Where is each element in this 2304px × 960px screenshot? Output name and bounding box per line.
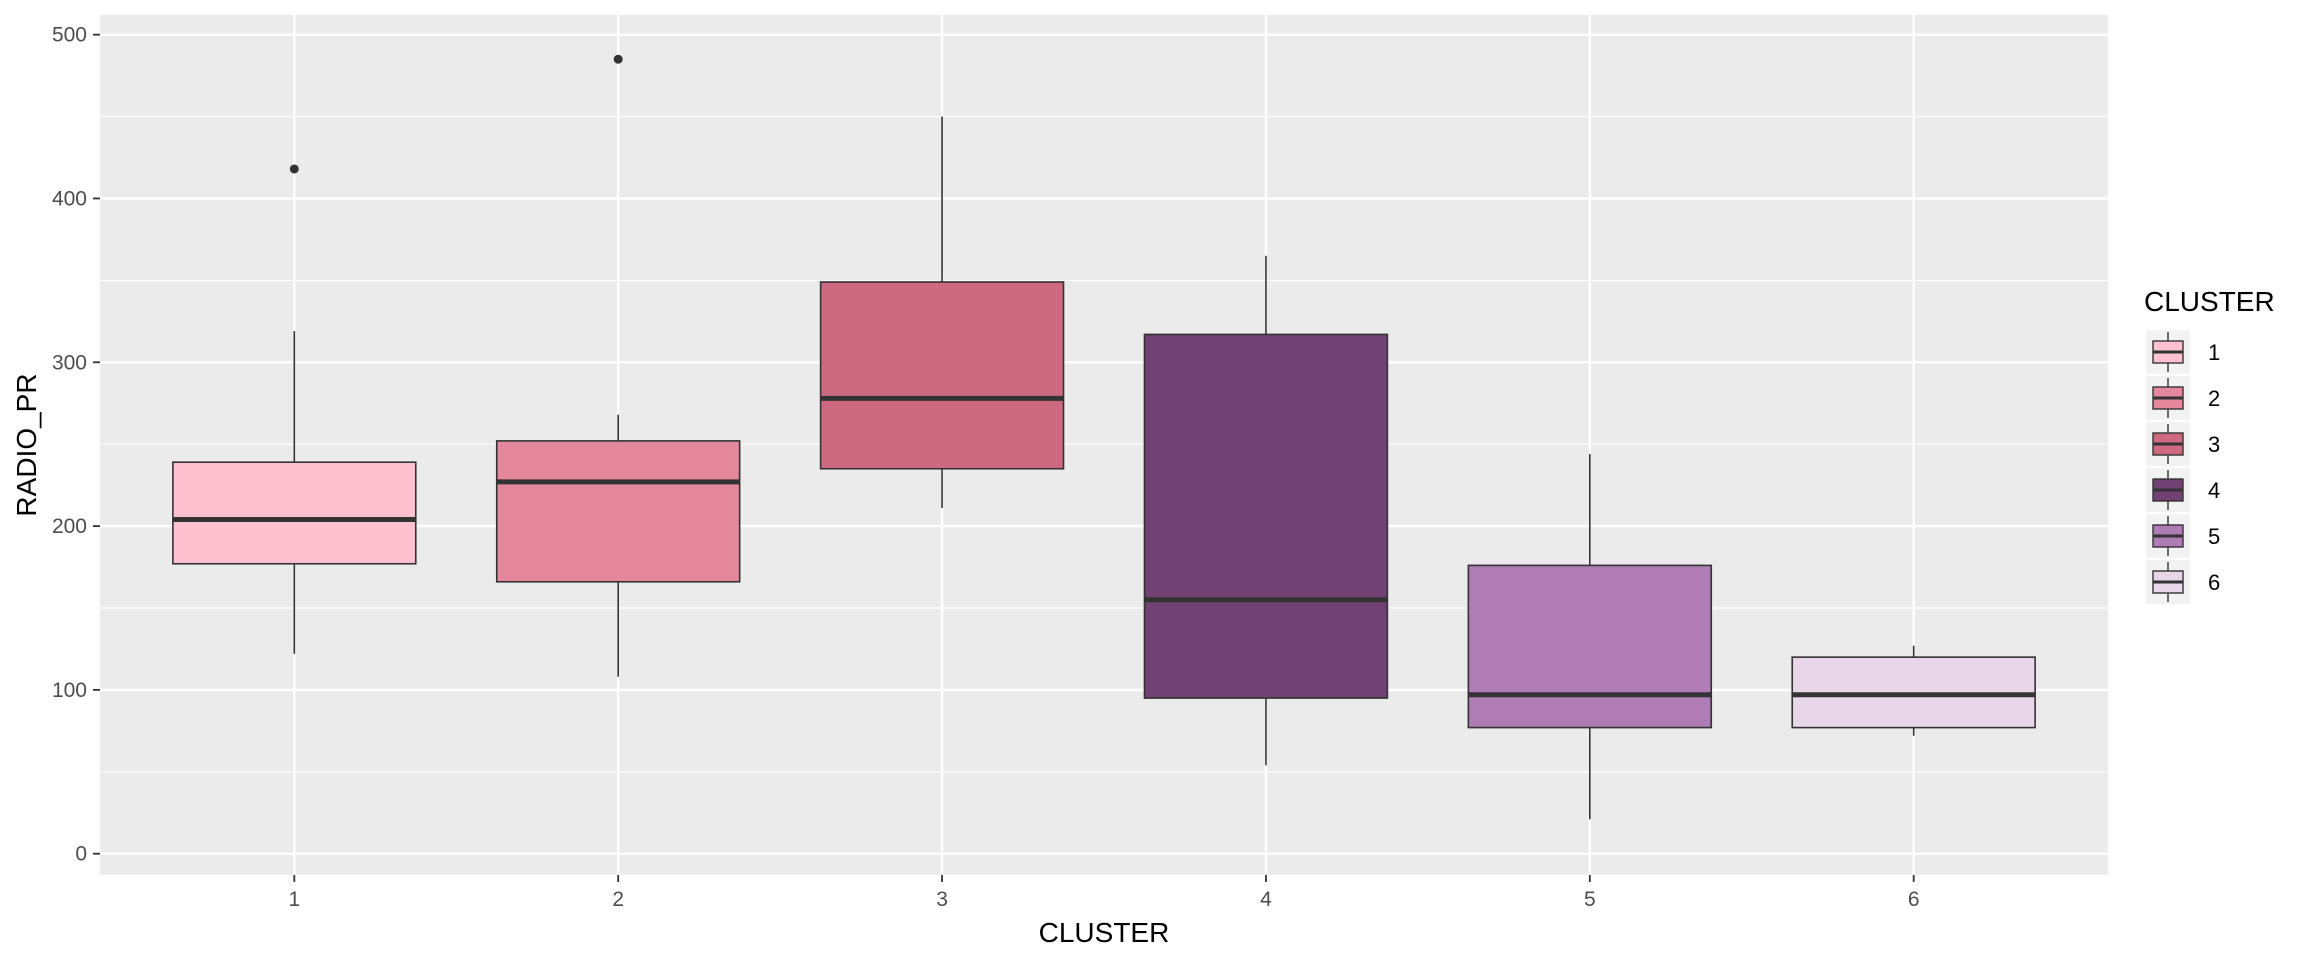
boxes-layer: [172, 54, 2036, 820]
outlier-point: [289, 164, 299, 174]
outlier-point: [613, 54, 623, 64]
x-tick-label: 2: [612, 888, 624, 911]
minor-gridlines: [100, 115, 2108, 773]
plot-panel: [100, 15, 2108, 875]
iqr-box: [819, 281, 1065, 470]
box-cluster-6: [1791, 645, 2036, 736]
legend-items: 1 2 3 4 5 6: [2146, 330, 2220, 604]
legend-label: 6: [2208, 570, 2220, 595]
legend-item-6: 6: [2146, 560, 2220, 604]
y-tick-label: 500: [52, 24, 87, 47]
box-cluster-5: [1467, 454, 1713, 820]
legend-item-1: 1: [2146, 330, 2220, 374]
x-tick-label: 4: [1260, 888, 1272, 911]
legend-item-3: 3: [2146, 422, 2220, 466]
legend-label: 2: [2208, 386, 2220, 411]
legend: CLUSTER 1 2 3 4 5 6: [2144, 286, 2275, 604]
legend-title: CLUSTER: [2144, 286, 2275, 317]
box-cluster-4: [1143, 255, 1389, 766]
y-tick-label: 200: [52, 515, 87, 538]
legend-item-5: 5: [2146, 514, 2220, 558]
iqr-box: [172, 461, 417, 565]
legend-label: 5: [2208, 524, 2220, 549]
x-axis-title: CLUSTER: [1039, 917, 1170, 948]
box-cluster-1: [172, 164, 417, 654]
y-tick-label: 400: [52, 187, 87, 210]
iqr-box: [1143, 333, 1389, 699]
x-tick-label: 3: [936, 888, 948, 911]
box-cluster-2: [495, 54, 741, 677]
y-tick-label: 0: [75, 843, 87, 866]
iqr-box: [1467, 564, 1713, 729]
box-cluster-3: [819, 116, 1065, 509]
legend-label: 3: [2208, 432, 2220, 457]
x-tick-label: 5: [1584, 888, 1596, 911]
y-axis-title: RADIO_PR: [11, 373, 42, 516]
legend-item-4: 4: [2146, 468, 2220, 512]
legend-label: 1: [2208, 340, 2220, 365]
x-tick-label: 6: [1908, 888, 1920, 911]
x-tick-label: 1: [288, 888, 300, 911]
y-tick-label: 300: [52, 351, 87, 374]
y-tick-label: 100: [52, 679, 87, 702]
x-axis: 1 2 3 4 5 6: [288, 875, 1920, 911]
legend-label: 4: [2208, 478, 2220, 503]
y-axis: 0 100 200 300 400 500: [52, 24, 100, 866]
legend-item-2: 2: [2146, 376, 2220, 420]
iqr-box: [495, 440, 741, 583]
